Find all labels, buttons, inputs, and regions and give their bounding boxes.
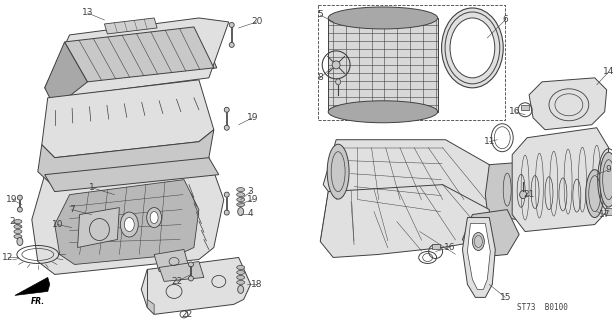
Text: 19: 19 [247, 113, 258, 122]
Text: ST73  B0100: ST73 B0100 [517, 303, 568, 312]
Bar [432, 244, 440, 250]
Text: 8: 8 [317, 73, 323, 82]
Text: 5: 5 [317, 11, 323, 20]
Bar [605, 208, 614, 215]
Polygon shape [467, 224, 490, 289]
Polygon shape [462, 210, 519, 258]
Polygon shape [147, 300, 154, 314]
Ellipse shape [224, 107, 229, 112]
Ellipse shape [472, 233, 485, 251]
Ellipse shape [332, 61, 340, 69]
Polygon shape [38, 130, 214, 185]
Polygon shape [529, 78, 606, 130]
Text: 22: 22 [181, 310, 192, 319]
Ellipse shape [336, 79, 341, 85]
Text: FR.: FR. [31, 297, 45, 306]
Ellipse shape [224, 125, 229, 130]
Ellipse shape [188, 262, 194, 267]
Ellipse shape [14, 235, 22, 238]
Text: 16: 16 [444, 243, 455, 252]
Text: 14: 14 [603, 67, 614, 76]
Text: 11: 11 [483, 137, 495, 146]
Text: 1: 1 [89, 183, 94, 192]
Polygon shape [323, 140, 506, 228]
Text: 6: 6 [502, 15, 508, 24]
Ellipse shape [17, 237, 23, 245]
Polygon shape [105, 18, 157, 34]
Ellipse shape [229, 22, 234, 28]
Ellipse shape [224, 192, 229, 197]
Ellipse shape [14, 220, 22, 224]
Polygon shape [45, 158, 219, 192]
Polygon shape [141, 258, 251, 314]
Ellipse shape [237, 203, 245, 207]
Bar [318, 5, 506, 120]
Ellipse shape [124, 218, 134, 232]
Text: 18: 18 [251, 280, 263, 289]
Polygon shape [462, 218, 495, 297]
Polygon shape [45, 18, 229, 98]
Text: 21: 21 [523, 190, 535, 199]
Ellipse shape [237, 266, 245, 269]
Text: 3: 3 [248, 187, 253, 196]
Polygon shape [159, 261, 204, 281]
Ellipse shape [237, 280, 245, 284]
Text: 2: 2 [9, 217, 15, 226]
Text: 16: 16 [509, 107, 521, 116]
Polygon shape [65, 27, 214, 82]
Ellipse shape [17, 207, 22, 212]
Text: 13: 13 [82, 8, 93, 18]
Ellipse shape [121, 212, 138, 237]
Text: 19: 19 [6, 195, 18, 204]
Ellipse shape [237, 285, 244, 293]
Polygon shape [328, 18, 438, 112]
Ellipse shape [14, 225, 22, 228]
Ellipse shape [328, 7, 438, 29]
Bar [521, 105, 529, 110]
Ellipse shape [442, 8, 503, 88]
Text: 19: 19 [247, 195, 258, 204]
Text: 7: 7 [69, 205, 74, 214]
Ellipse shape [600, 152, 615, 207]
Polygon shape [74, 22, 217, 85]
Ellipse shape [520, 191, 526, 199]
Text: 17: 17 [599, 210, 611, 219]
Ellipse shape [450, 18, 495, 78]
Polygon shape [45, 42, 87, 108]
Ellipse shape [150, 212, 158, 224]
Polygon shape [154, 250, 189, 271]
Ellipse shape [327, 144, 349, 199]
Ellipse shape [237, 270, 245, 275]
Ellipse shape [237, 188, 245, 192]
Polygon shape [320, 185, 490, 258]
Polygon shape [32, 158, 224, 275]
Text: 22: 22 [172, 277, 183, 286]
Ellipse shape [224, 210, 229, 215]
Text: 10: 10 [52, 220, 63, 229]
Ellipse shape [585, 170, 604, 218]
Text: 9: 9 [606, 165, 611, 174]
Ellipse shape [17, 195, 22, 200]
Polygon shape [512, 128, 609, 232]
Text: 20: 20 [251, 18, 262, 27]
Polygon shape [42, 80, 214, 158]
Ellipse shape [237, 197, 245, 202]
Polygon shape [55, 180, 199, 264]
Ellipse shape [229, 43, 234, 47]
Ellipse shape [188, 276, 194, 281]
Text: 4: 4 [248, 209, 253, 218]
Polygon shape [15, 277, 50, 295]
Ellipse shape [237, 208, 244, 216]
Polygon shape [485, 160, 595, 228]
Ellipse shape [328, 101, 438, 123]
Ellipse shape [237, 193, 245, 196]
Text: 12: 12 [2, 253, 14, 262]
Polygon shape [77, 208, 119, 247]
Ellipse shape [14, 229, 22, 234]
Ellipse shape [147, 208, 162, 228]
Text: 15: 15 [499, 293, 511, 302]
Ellipse shape [237, 276, 245, 279]
